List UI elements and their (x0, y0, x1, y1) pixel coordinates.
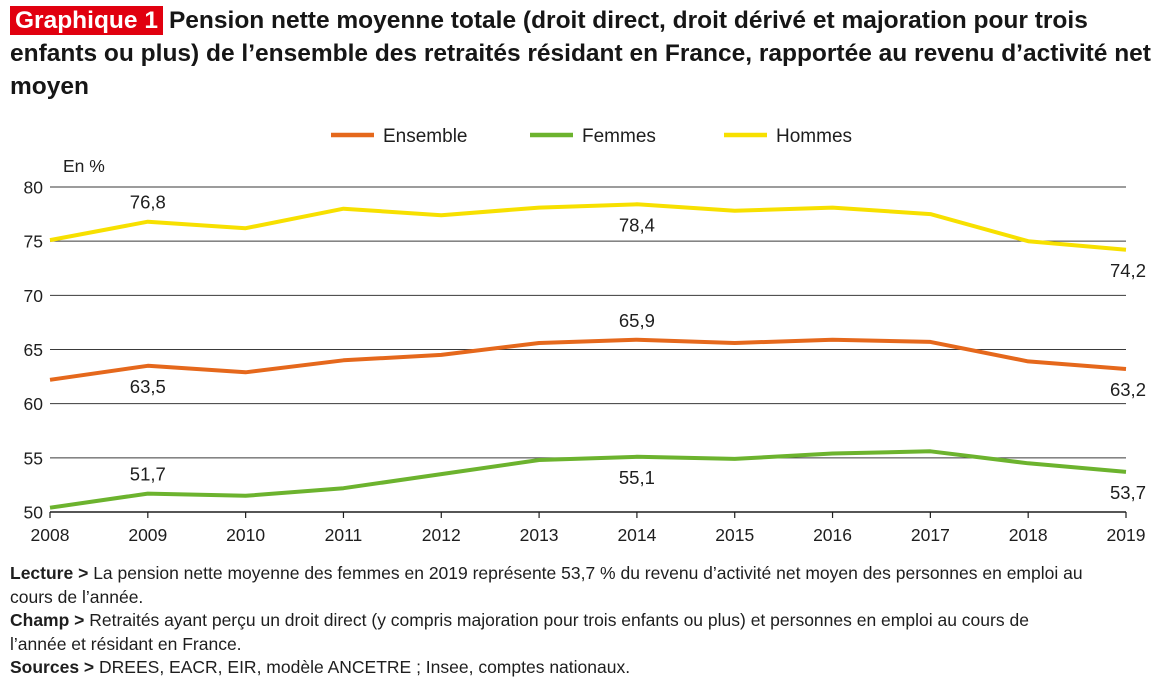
x-tick-label-2017: 2017 (911, 525, 950, 545)
gridlines (50, 186, 1126, 513)
chart-title: Graphique 1 Pension nette moyenne totale … (10, 4, 1156, 103)
figure-badge: Graphique 1 (10, 6, 163, 35)
x-tick-label-2013: 2013 (520, 525, 559, 545)
y-tick-label-80: 80 (24, 178, 44, 198)
x-tick-label-2018: 2018 (1009, 525, 1048, 545)
data-label-hommes-2009: 76,8 (130, 192, 166, 213)
data-labels: 63,5 65,9 63,2 51,7 55,1 53,7 76,8 78,4 74,2 (130, 192, 1146, 503)
data-label-ensemble-2014: 65,9 (619, 310, 655, 331)
note-champ-label: Champ > (10, 610, 85, 630)
legend-label-femmes: Femmes (582, 126, 656, 147)
data-label-femmes-2014: 55,1 (619, 467, 655, 488)
y-tick-label-65: 65 (24, 340, 43, 360)
y-axis-ticks: 50 55 60 65 70 75 80 (24, 178, 44, 523)
series-line-hommes (49, 202, 1127, 252)
note-champ-text: Retraités ayant perçu un droit direct (y… (10, 610, 1029, 654)
line-chart: Ensemble Femmes Hommes En % 50 55 60 65 70 75 80… (24, 126, 1146, 545)
note-sources: Sources > DREES, EACR, EIR, modèle ANCET… (10, 656, 1090, 680)
note-lecture: Lecture > La pension nette moyenne des f… (10, 562, 1090, 609)
y-tick-label-70: 70 (24, 286, 44, 306)
x-tick-label-2009: 2009 (128, 525, 167, 545)
legend-label-ensemble: Ensemble (383, 126, 468, 147)
data-label-hommes-2014: 78,4 (619, 214, 655, 235)
x-tick-label-2014: 2014 (617, 525, 656, 545)
data-label-femmes-2019: 53,7 (1110, 482, 1146, 503)
data-label-ensemble-2019: 63,2 (1110, 379, 1146, 400)
x-tick-label-2012: 2012 (422, 525, 461, 545)
note-champ: Champ > Retraités ayant perçu un droit d… (10, 609, 1090, 656)
x-tick-label-2019: 2019 (1107, 525, 1146, 545)
data-label-ensemble-2009: 63,5 (130, 376, 166, 397)
legend: Ensemble Femmes Hommes (331, 126, 852, 147)
legend-label-hommes: Hommes (776, 126, 852, 147)
data-label-femmes-2009: 51,7 (130, 464, 166, 485)
chart-notes: Lecture > La pension nette moyenne des f… (10, 562, 1090, 680)
x-axis-ticks: 2008 2009 2010 2011 2012 2013 2014 2015 2016 2017… (31, 512, 1146, 545)
x-tick-label-2011: 2011 (325, 525, 363, 545)
data-label-hommes-2019: 74,2 (1110, 260, 1146, 281)
x-tick-label-2015: 2015 (715, 525, 754, 545)
x-tick-label-2010: 2010 (226, 525, 265, 545)
note-sources-text: DREES, EACR, EIR, modèle ANCETRE ; Insee… (99, 657, 631, 677)
series-line-femmes (49, 449, 1127, 510)
note-lecture-text: La pension nette moyenne des femmes en 2… (10, 563, 1083, 607)
x-tick-label-2008: 2008 (31, 525, 70, 545)
chart-title-text: Pension nette moyenne totale (droit dire… (10, 7, 1151, 100)
series-lines (49, 202, 1127, 510)
note-lecture-label: Lecture > (10, 563, 89, 583)
note-sources-label: Sources > (10, 657, 95, 677)
y-tick-label-60: 60 (24, 394, 44, 414)
x-tick-label-2016: 2016 (813, 525, 852, 545)
y-tick-label-50: 50 (24, 503, 44, 523)
y-axis-label: En % (63, 156, 105, 176)
series-line-ensemble (49, 337, 1127, 382)
y-tick-label-75: 75 (24, 232, 43, 252)
y-tick-label-55: 55 (24, 448, 43, 468)
